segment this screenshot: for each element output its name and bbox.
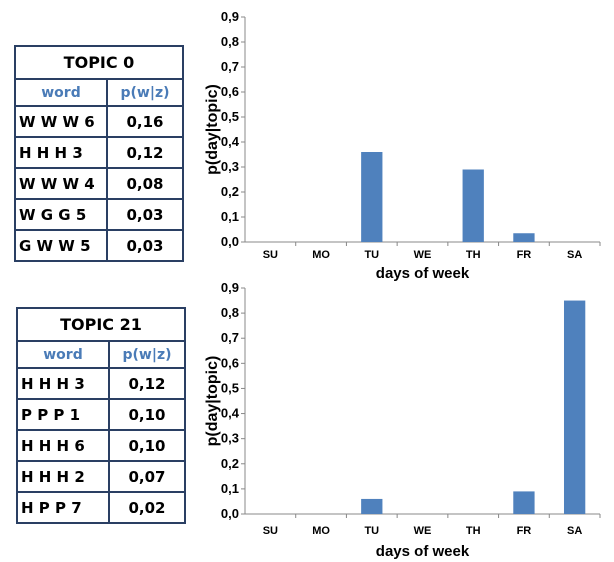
table-title: TOPIC 21 bbox=[16, 307, 186, 342]
bar bbox=[563, 300, 586, 514]
column-header-prob: p(w|z) bbox=[106, 78, 184, 107]
y-tick-label: 0,6 bbox=[221, 84, 239, 99]
x-tick-label: TH bbox=[466, 249, 481, 261]
x-tick-label: WE bbox=[414, 249, 432, 261]
y-tick-label: 0,7 bbox=[221, 59, 239, 74]
word-cell: W G G 5 bbox=[14, 198, 108, 231]
y-tick-label: 0,1 bbox=[221, 481, 239, 496]
word-cell: H H H 6 bbox=[16, 429, 110, 462]
table-row: P P P 1 0,10 bbox=[16, 398, 186, 431]
x-tick-label: MO bbox=[312, 249, 330, 261]
topic-0-table: TOPIC 0 word p(w|z) W W W 6 0,16 H H H 3… bbox=[14, 45, 184, 262]
word-cell: H H H 2 bbox=[16, 460, 110, 493]
table-row: W W W 4 0,08 bbox=[14, 167, 184, 200]
column-header-word: word bbox=[14, 78, 108, 107]
prob-cell: 0,08 bbox=[106, 167, 184, 200]
y-tick-label: 0,5 bbox=[221, 380, 239, 395]
x-tick-label: SU bbox=[263, 249, 278, 261]
y-tick-label: 0,4 bbox=[221, 134, 240, 149]
word-cell: H P P 7 bbox=[16, 491, 110, 524]
table-row: H H H 6 0,10 bbox=[16, 429, 186, 462]
x-tick-label: SU bbox=[263, 525, 278, 537]
y-tick-label: 0,6 bbox=[221, 355, 239, 370]
prob-cell: 0,12 bbox=[106, 136, 184, 169]
prob-cell: 0,10 bbox=[108, 398, 186, 431]
y-tick-label: 0,9 bbox=[221, 280, 239, 295]
x-tick-label: TH bbox=[466, 525, 481, 537]
prob-cell: 0,10 bbox=[108, 429, 186, 462]
prob-cell: 0,12 bbox=[108, 367, 186, 400]
table-row: H H H 2 0,07 bbox=[16, 460, 186, 493]
y-axis-label: p(day|topic) bbox=[204, 356, 221, 447]
y-tick-label: 0,8 bbox=[221, 34, 239, 49]
prob-cell: 0,02 bbox=[108, 491, 186, 524]
y-tick-label: 0,5 bbox=[221, 109, 239, 124]
table-row: H H H 3 0,12 bbox=[14, 136, 184, 169]
table-row: G W W 5 0,03 bbox=[14, 229, 184, 262]
prob-cell: 0,03 bbox=[106, 229, 184, 262]
bar bbox=[513, 233, 535, 242]
x-axis-label: days of week bbox=[376, 543, 470, 560]
word-cell: H H H 3 bbox=[14, 136, 108, 169]
word-cell: G W W 5 bbox=[14, 229, 108, 262]
y-tick-label: 0,1 bbox=[221, 209, 239, 224]
x-tick-label: FR bbox=[517, 525, 532, 537]
table-row: H H H 3 0,12 bbox=[16, 367, 186, 400]
bar bbox=[361, 498, 383, 514]
y-tick-label: 0,0 bbox=[221, 506, 239, 521]
prob-cell: 0,07 bbox=[108, 460, 186, 493]
column-header-prob: p(w|z) bbox=[108, 340, 186, 369]
x-tick-label: SA bbox=[567, 525, 582, 537]
word-cell: H H H 3 bbox=[16, 367, 110, 400]
word-cell: P P P 1 bbox=[16, 398, 110, 431]
y-axis-label: p(day|topic) bbox=[204, 84, 221, 175]
table-row: W W W 6 0,16 bbox=[14, 105, 184, 138]
topic-21-table: TOPIC 21 word p(w|z) H H H 3 0,12 P P P … bbox=[16, 307, 186, 524]
prob-cell: 0,16 bbox=[106, 105, 184, 138]
y-tick-label: 0,2 bbox=[221, 184, 239, 199]
y-tick-label: 0,8 bbox=[221, 305, 239, 320]
bar bbox=[513, 491, 535, 514]
word-cell: W W W 4 bbox=[14, 167, 108, 200]
prob-cell: 0,03 bbox=[106, 198, 184, 231]
word-cell: W W W 6 bbox=[14, 105, 108, 138]
y-tick-label: 0,9 bbox=[221, 9, 239, 24]
y-tick-label: 0,2 bbox=[221, 456, 239, 471]
x-tick-label: FR bbox=[517, 249, 532, 261]
x-tick-label: WE bbox=[414, 525, 432, 537]
table-row: H P P 7 0,02 bbox=[16, 491, 186, 524]
y-tick-label: 0,4 bbox=[221, 406, 240, 421]
bar bbox=[361, 152, 383, 242]
table-title: TOPIC 0 bbox=[14, 45, 184, 80]
x-axis-label: days of week bbox=[376, 265, 470, 282]
x-tick-label: TU bbox=[364, 249, 379, 261]
x-tick-label: TU bbox=[364, 525, 379, 537]
bar bbox=[462, 169, 484, 242]
y-tick-label: 0,0 bbox=[221, 234, 239, 249]
y-tick-label: 0,7 bbox=[221, 330, 239, 345]
column-header-word: word bbox=[16, 340, 110, 369]
x-tick-label: MO bbox=[312, 525, 330, 537]
y-tick-label: 0,3 bbox=[221, 431, 239, 446]
x-tick-label: SA bbox=[567, 249, 582, 261]
table-row: W G G 5 0,03 bbox=[14, 198, 184, 231]
y-tick-label: 0,3 bbox=[221, 159, 239, 174]
